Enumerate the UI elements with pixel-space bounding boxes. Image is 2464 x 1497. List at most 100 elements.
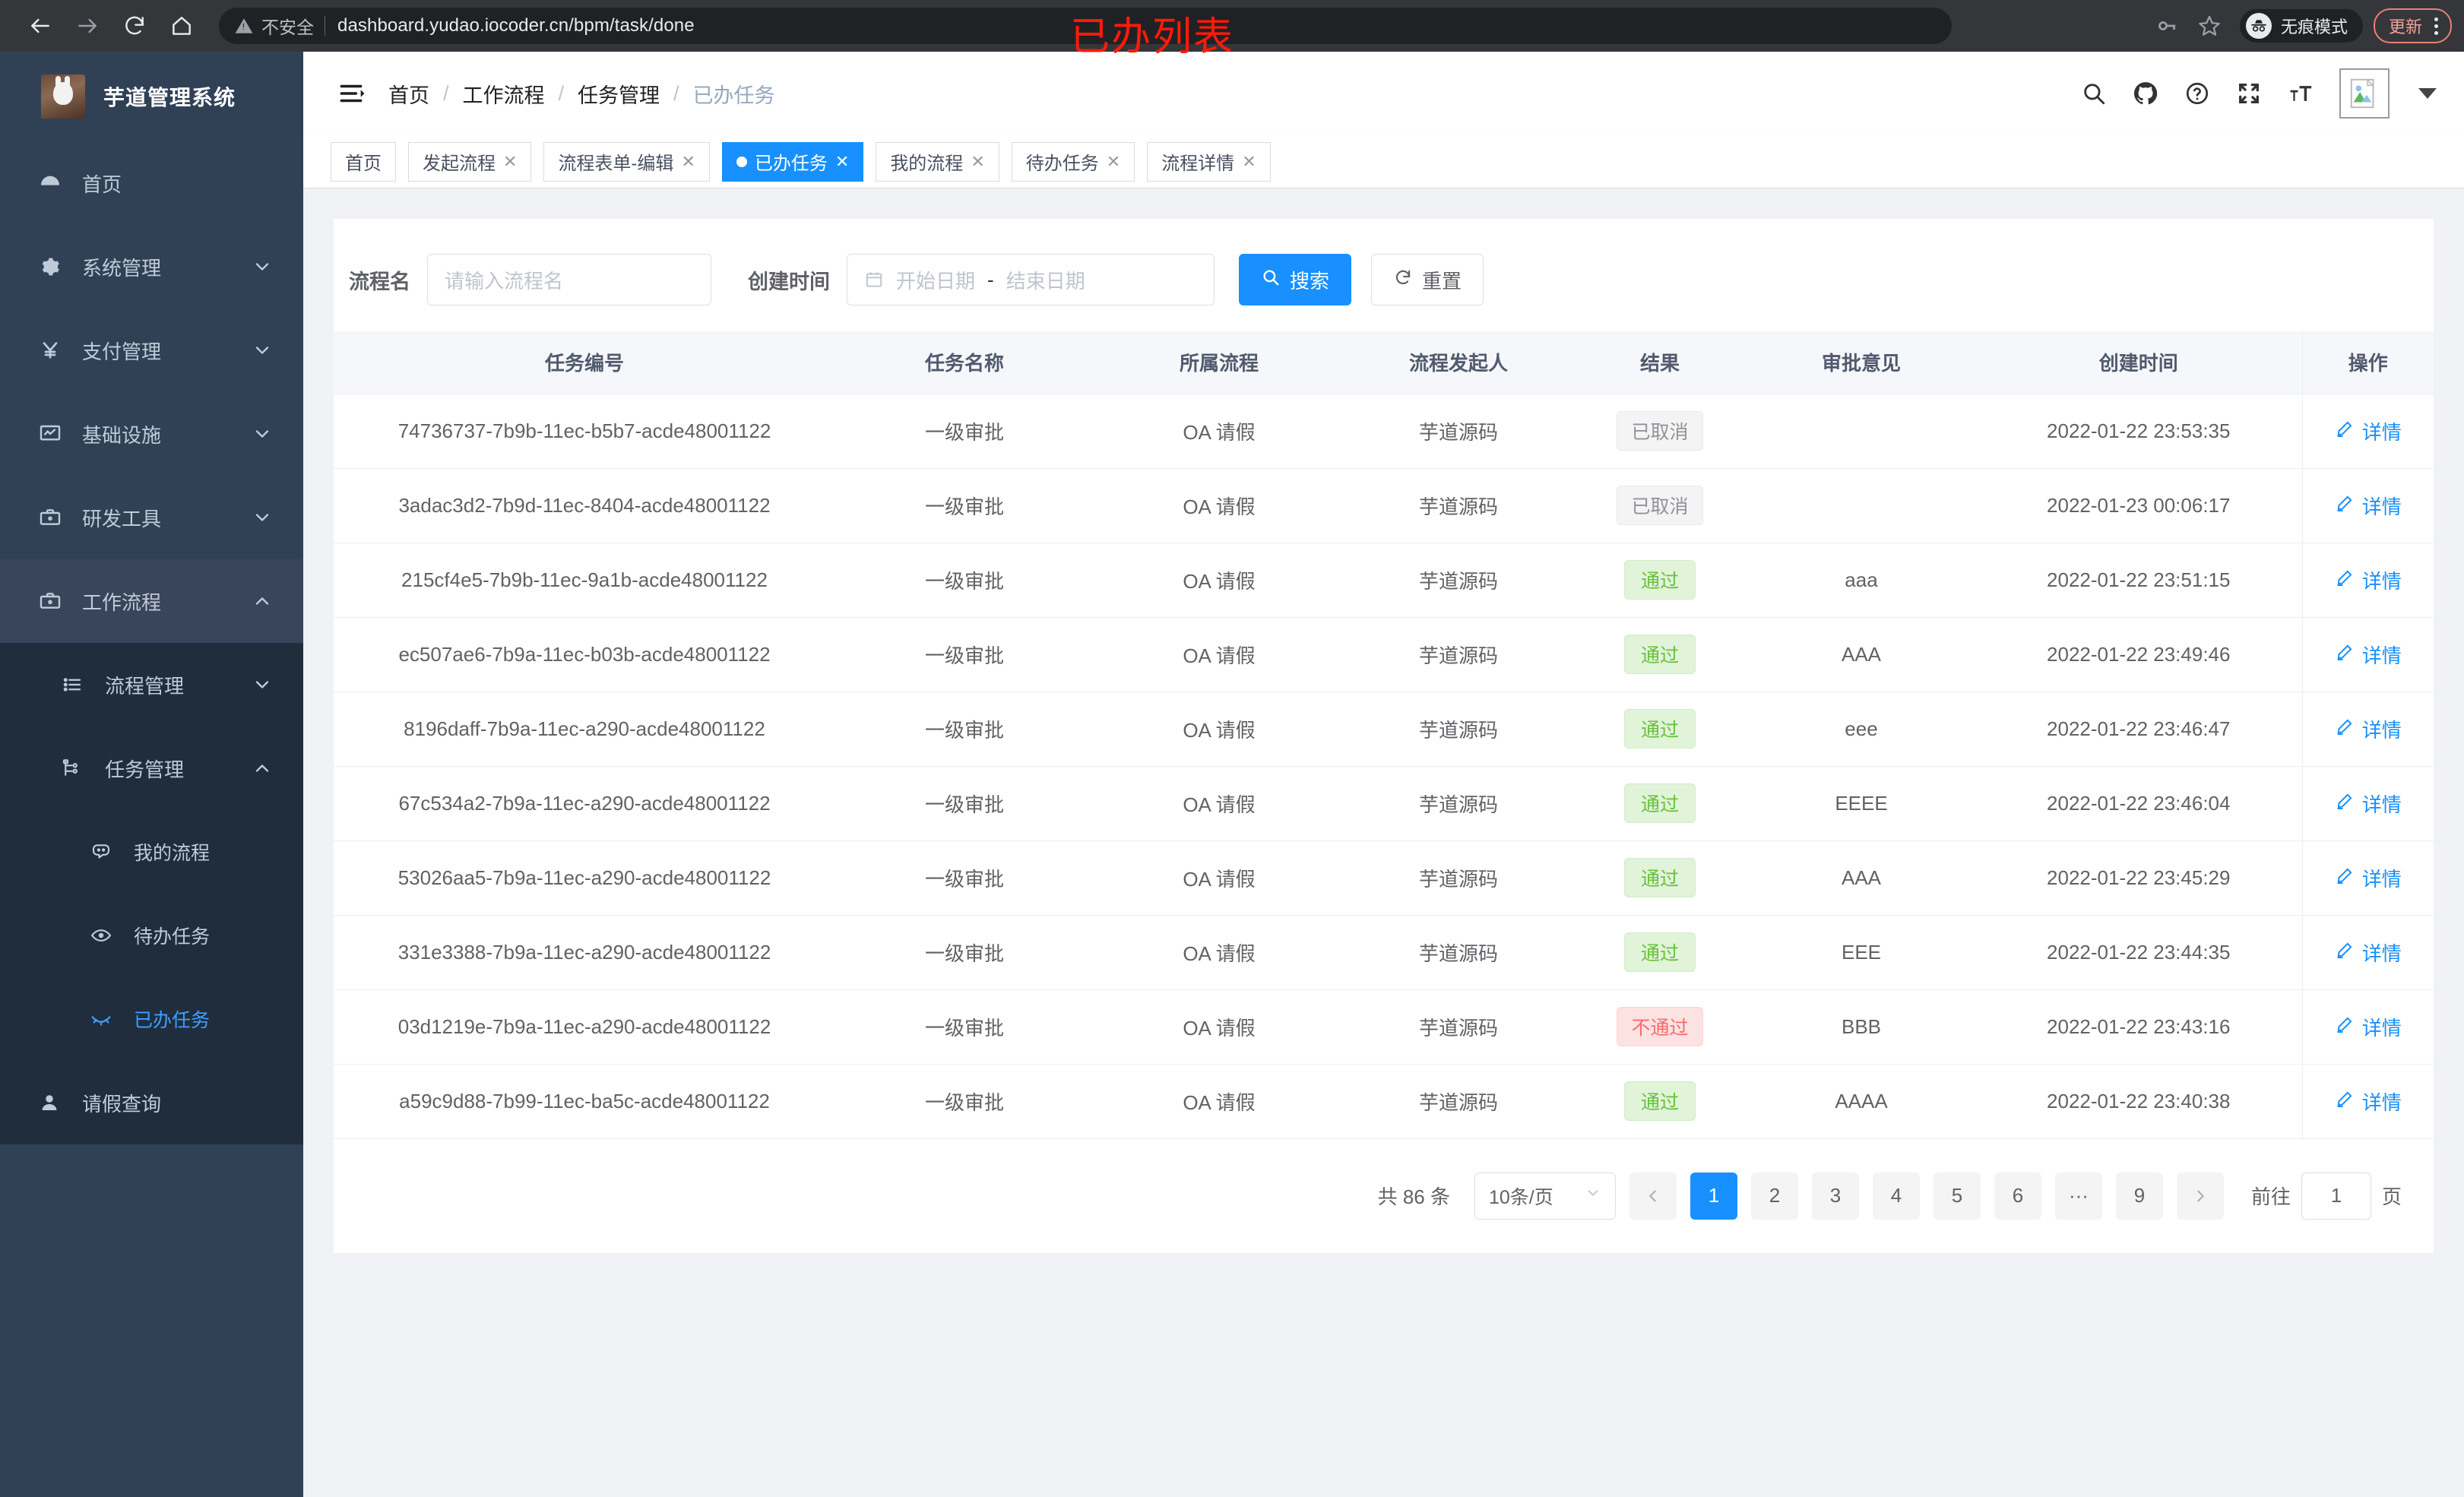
brand[interactable]: 芋道管理系统 — [0, 52, 303, 141]
page-button[interactable]: ··· — [2054, 1172, 2102, 1220]
key-icon[interactable] — [2146, 5, 2188, 47]
sidebar-item-task-management[interactable]: 任务管理 — [0, 726, 303, 810]
page-button[interactable]: 1 — [1690, 1172, 1737, 1220]
cell-created-time: 2022-01-22 23:43:16 — [1975, 989, 2302, 1065]
tab-my-process[interactable]: 我的流程 ✕ — [876, 141, 999, 182]
page-button[interactable]: 5 — [1933, 1172, 1981, 1220]
sidebar-item-devtools[interactable]: 研发工具 — [0, 476, 303, 559]
detail-label: 详情 — [2361, 420, 2402, 444]
tab-home[interactable]: 首页 — [331, 141, 396, 182]
detail-button[interactable]: 详情 — [2335, 566, 2402, 594]
page-button[interactable]: 6 — [1994, 1172, 2041, 1220]
close-icon[interactable]: ✕ — [1242, 151, 1256, 171]
browser-menu-icon[interactable] — [2430, 17, 2443, 35]
reset-button[interactable]: 重置 — [1371, 254, 1484, 305]
chevron-up-icon — [252, 758, 273, 779]
page-button[interactable]: 3 — [1811, 1172, 1859, 1220]
sidebar-item-workflow[interactable]: 工作流程 — [0, 559, 303, 643]
sidebar-item-home[interactable]: 首页 — [0, 141, 303, 225]
detail-button[interactable]: 详情 — [2335, 790, 2402, 818]
sidebar-item-leave-query[interactable]: 请假查询 — [0, 1061, 303, 1144]
avatar[interactable] — [2339, 68, 2390, 119]
star-icon[interactable] — [2188, 5, 2231, 47]
sidebar-item-payment[interactable]: 支付管理 — [0, 309, 303, 392]
cell-operation: 详情 — [2301, 543, 2434, 618]
font-size-icon[interactable] — [2288, 81, 2314, 106]
detail-button[interactable]: 详情 — [2335, 492, 2402, 520]
breadcrumb-item-task-management[interactable]: 任务管理 — [578, 84, 660, 107]
tab-done-task[interactable]: 已办任务 ✕ — [721, 141, 864, 182]
page-button[interactable]: 2 — [1750, 1172, 1798, 1220]
process-name-input[interactable]: 请输入流程名 — [427, 254, 711, 305]
hamburger-icon[interactable] — [303, 79, 388, 108]
sidebar-item-my-process[interactable]: 我的流程 — [0, 810, 303, 894]
chat-icon — [90, 840, 134, 863]
close-icon[interactable]: ✕ — [971, 151, 985, 171]
sidebar-item-process-management[interactable]: 流程管理 — [0, 643, 303, 726]
prev-page-button[interactable] — [1629, 1172, 1677, 1220]
update-button[interactable]: 更新 — [2373, 8, 2452, 43]
detail-button[interactable]: 详情 — [2335, 715, 2402, 743]
cell-result: 通过 — [1572, 766, 1747, 841]
reload-button[interactable] — [111, 2, 158, 49]
cell-operation: 详情 — [2301, 1064, 2434, 1139]
sidebar-item-todo-task[interactable]: 待办任务 — [0, 894, 303, 977]
sidebar-item-label: 我的流程 — [134, 843, 211, 864]
chevron-down-icon[interactable] — [2418, 88, 2437, 99]
breadcrumb-separator: / — [558, 81, 565, 105]
tab-todo-task[interactable]: 待办任务 ✕ — [1011, 141, 1135, 182]
page-button[interactable]: 9 — [2115, 1172, 2163, 1220]
detail-button[interactable]: 详情 — [2335, 1087, 2402, 1116]
page-annotation: 已办列表 — [1070, 14, 1235, 60]
date-range-picker[interactable]: 开始日期 - 结束日期 — [847, 254, 1215, 305]
search-icon[interactable] — [2081, 81, 2107, 106]
tab-start-process[interactable]: 发起流程 ✕ — [408, 141, 532, 182]
breadcrumb-separator: / — [443, 81, 449, 105]
cell-opinion: EEE — [1747, 915, 1975, 990]
breadcrumb-item-workflow[interactable]: 工作流程 — [462, 84, 545, 107]
next-page-button[interactable] — [2176, 1172, 2224, 1220]
search-button[interactable]: 搜索 — [1239, 254, 1352, 305]
sidebar-item-label: 待办任务 — [134, 926, 211, 948]
status-badge: 通过 — [1624, 1081, 1696, 1121]
help-icon[interactable] — [2184, 81, 2210, 106]
jump-label: 前往 — [2250, 1185, 2291, 1208]
edit-pencil-icon — [2335, 419, 2355, 444]
detail-button[interactable]: 详情 — [2335, 417, 2402, 445]
sidebar-item-done-task[interactable]: 已办任务 — [0, 977, 303, 1061]
incognito-indicator[interactable]: 无痕模式 — [2239, 9, 2363, 43]
cell-opinion: eee — [1747, 692, 1975, 767]
breadcrumb-item-home[interactable]: 首页 — [388, 84, 429, 107]
home-button[interactable] — [158, 2, 205, 49]
tab-process-detail[interactable]: 流程详情 ✕ — [1147, 141, 1271, 182]
table-row: ec507ae6-7b9a-11ec-b03b-acde48001122 一级审批… — [334, 617, 2434, 692]
detail-button[interactable]: 详情 — [2335, 864, 2402, 892]
tab-process-form-edit[interactable]: 流程表单-编辑 ✕ — [543, 141, 710, 182]
edit-pencil-icon — [2335, 568, 2355, 593]
cell-opinion: AAA — [1747, 840, 1975, 916]
cell-operation: 详情 — [2301, 394, 2434, 469]
page-button[interactable]: 4 — [1872, 1172, 1920, 1220]
sidebar-item-system[interactable]: 系统管理 — [0, 225, 303, 309]
app-root: 芋道管理系统 首页 系统管理 支付管理 — [0, 52, 2464, 1497]
forward-button[interactable] — [64, 2, 111, 49]
jump-input[interactable] — [2301, 1172, 2371, 1220]
page-size-select[interactable]: 10条/页 — [1474, 1172, 1616, 1220]
close-icon[interactable]: ✕ — [503, 151, 518, 171]
back-button[interactable] — [17, 2, 64, 49]
cell-created-time: 2022-01-22 23:40:38 — [1975, 1064, 2302, 1139]
sidebar-item-infrastructure[interactable]: 基础设施 — [0, 392, 303, 476]
address-bar[interactable]: 不安全 dashboard.yudao.iocoder.cn/bpm/task/… — [219, 8, 1952, 44]
close-icon[interactable]: ✕ — [1106, 151, 1121, 171]
detail-button[interactable]: 详情 — [2335, 938, 2402, 967]
node-tree-icon — [61, 757, 105, 780]
detail-button[interactable]: 详情 — [2335, 641, 2402, 669]
github-icon[interactable] — [2133, 81, 2158, 106]
detail-button[interactable]: 详情 — [2335, 1013, 2402, 1041]
close-icon[interactable]: ✕ — [835, 151, 850, 171]
close-icon[interactable]: ✕ — [681, 151, 695, 171]
sidebar-item-label: 工作流程 — [82, 590, 162, 614]
chevron-down-icon — [252, 340, 273, 361]
fullscreen-icon[interactable] — [2236, 81, 2262, 106]
page-jumper: 前往 页 — [2250, 1172, 2402, 1220]
